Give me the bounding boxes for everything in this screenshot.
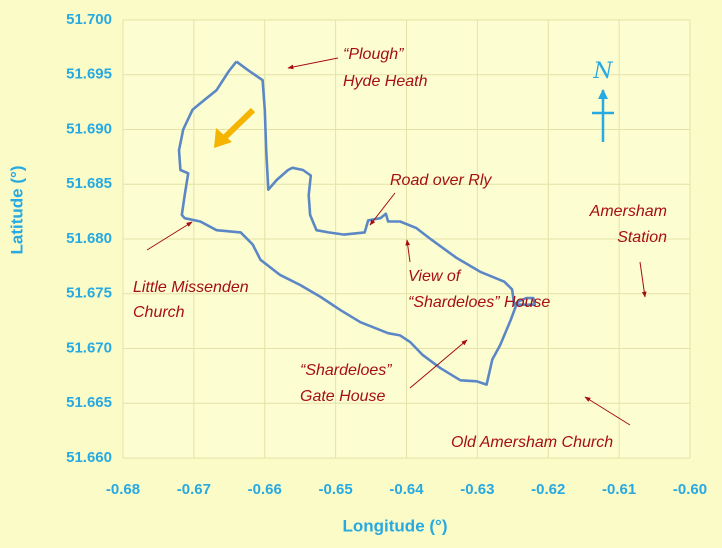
y-tick-label: 51.660	[66, 449, 112, 466]
x-tick-label: -0.67	[177, 481, 211, 498]
x-axis-title: Longitude (°)	[343, 516, 448, 535]
y-tick-label: 51.695	[66, 66, 112, 83]
annotation-arrow	[409, 339, 468, 389]
annotation-arrow	[369, 192, 396, 226]
x-tick-label: -0.64	[389, 481, 424, 498]
annotation: Road over Rly	[390, 172, 492, 189]
annotation: Church	[133, 304, 185, 321]
y-tick-label: 51.680	[66, 230, 112, 247]
y-tick-label: 51.670	[66, 339, 112, 356]
annotation: Gate House	[300, 388, 385, 405]
annotation: Little Missenden	[133, 279, 249, 296]
annotation-arrow	[405, 239, 411, 263]
annotation: Station	[617, 229, 667, 246]
annotation-arrow	[146, 221, 193, 251]
y-tick-label: 51.685	[66, 175, 112, 192]
y-tick-label: 51.665	[66, 394, 112, 411]
annotation: View of	[408, 268, 462, 285]
y-tick-label: 51.675	[66, 285, 112, 302]
y-axis-title: Latitude (°)	[7, 166, 26, 255]
route-line	[177, 60, 537, 386]
annotation: Old Amersham Church	[451, 434, 613, 451]
north-label: N	[592, 59, 613, 84]
annotation: “Shardeloes” House	[408, 294, 550, 311]
x-tick-label: -0.62	[531, 481, 565, 498]
x-tick-label: -0.63	[460, 481, 494, 498]
x-tick-label: -0.68	[106, 481, 140, 498]
x-tick-label: -0.60	[673, 481, 707, 498]
annotation: Amersham	[589, 203, 667, 220]
annotation-arrow	[639, 261, 647, 298]
x-tick-label: -0.66	[248, 481, 282, 498]
direction-arrow-head	[214, 128, 232, 148]
x-tick-label: -0.61	[602, 481, 636, 498]
direction-arrow-shaft	[219, 107, 256, 143]
x-tick-label: -0.65	[319, 481, 353, 498]
y-tick-label: 51.700	[66, 11, 112, 28]
compass: N	[592, 59, 614, 142]
annotation: Hyde Heath	[343, 73, 428, 90]
annotation: “Shardeloes”	[300, 362, 392, 379]
annotation-arrow	[287, 57, 339, 70]
y-tick-label: 51.690	[66, 120, 112, 137]
annotation-arrow	[584, 396, 631, 426]
annotation: “Plough”	[343, 46, 404, 63]
